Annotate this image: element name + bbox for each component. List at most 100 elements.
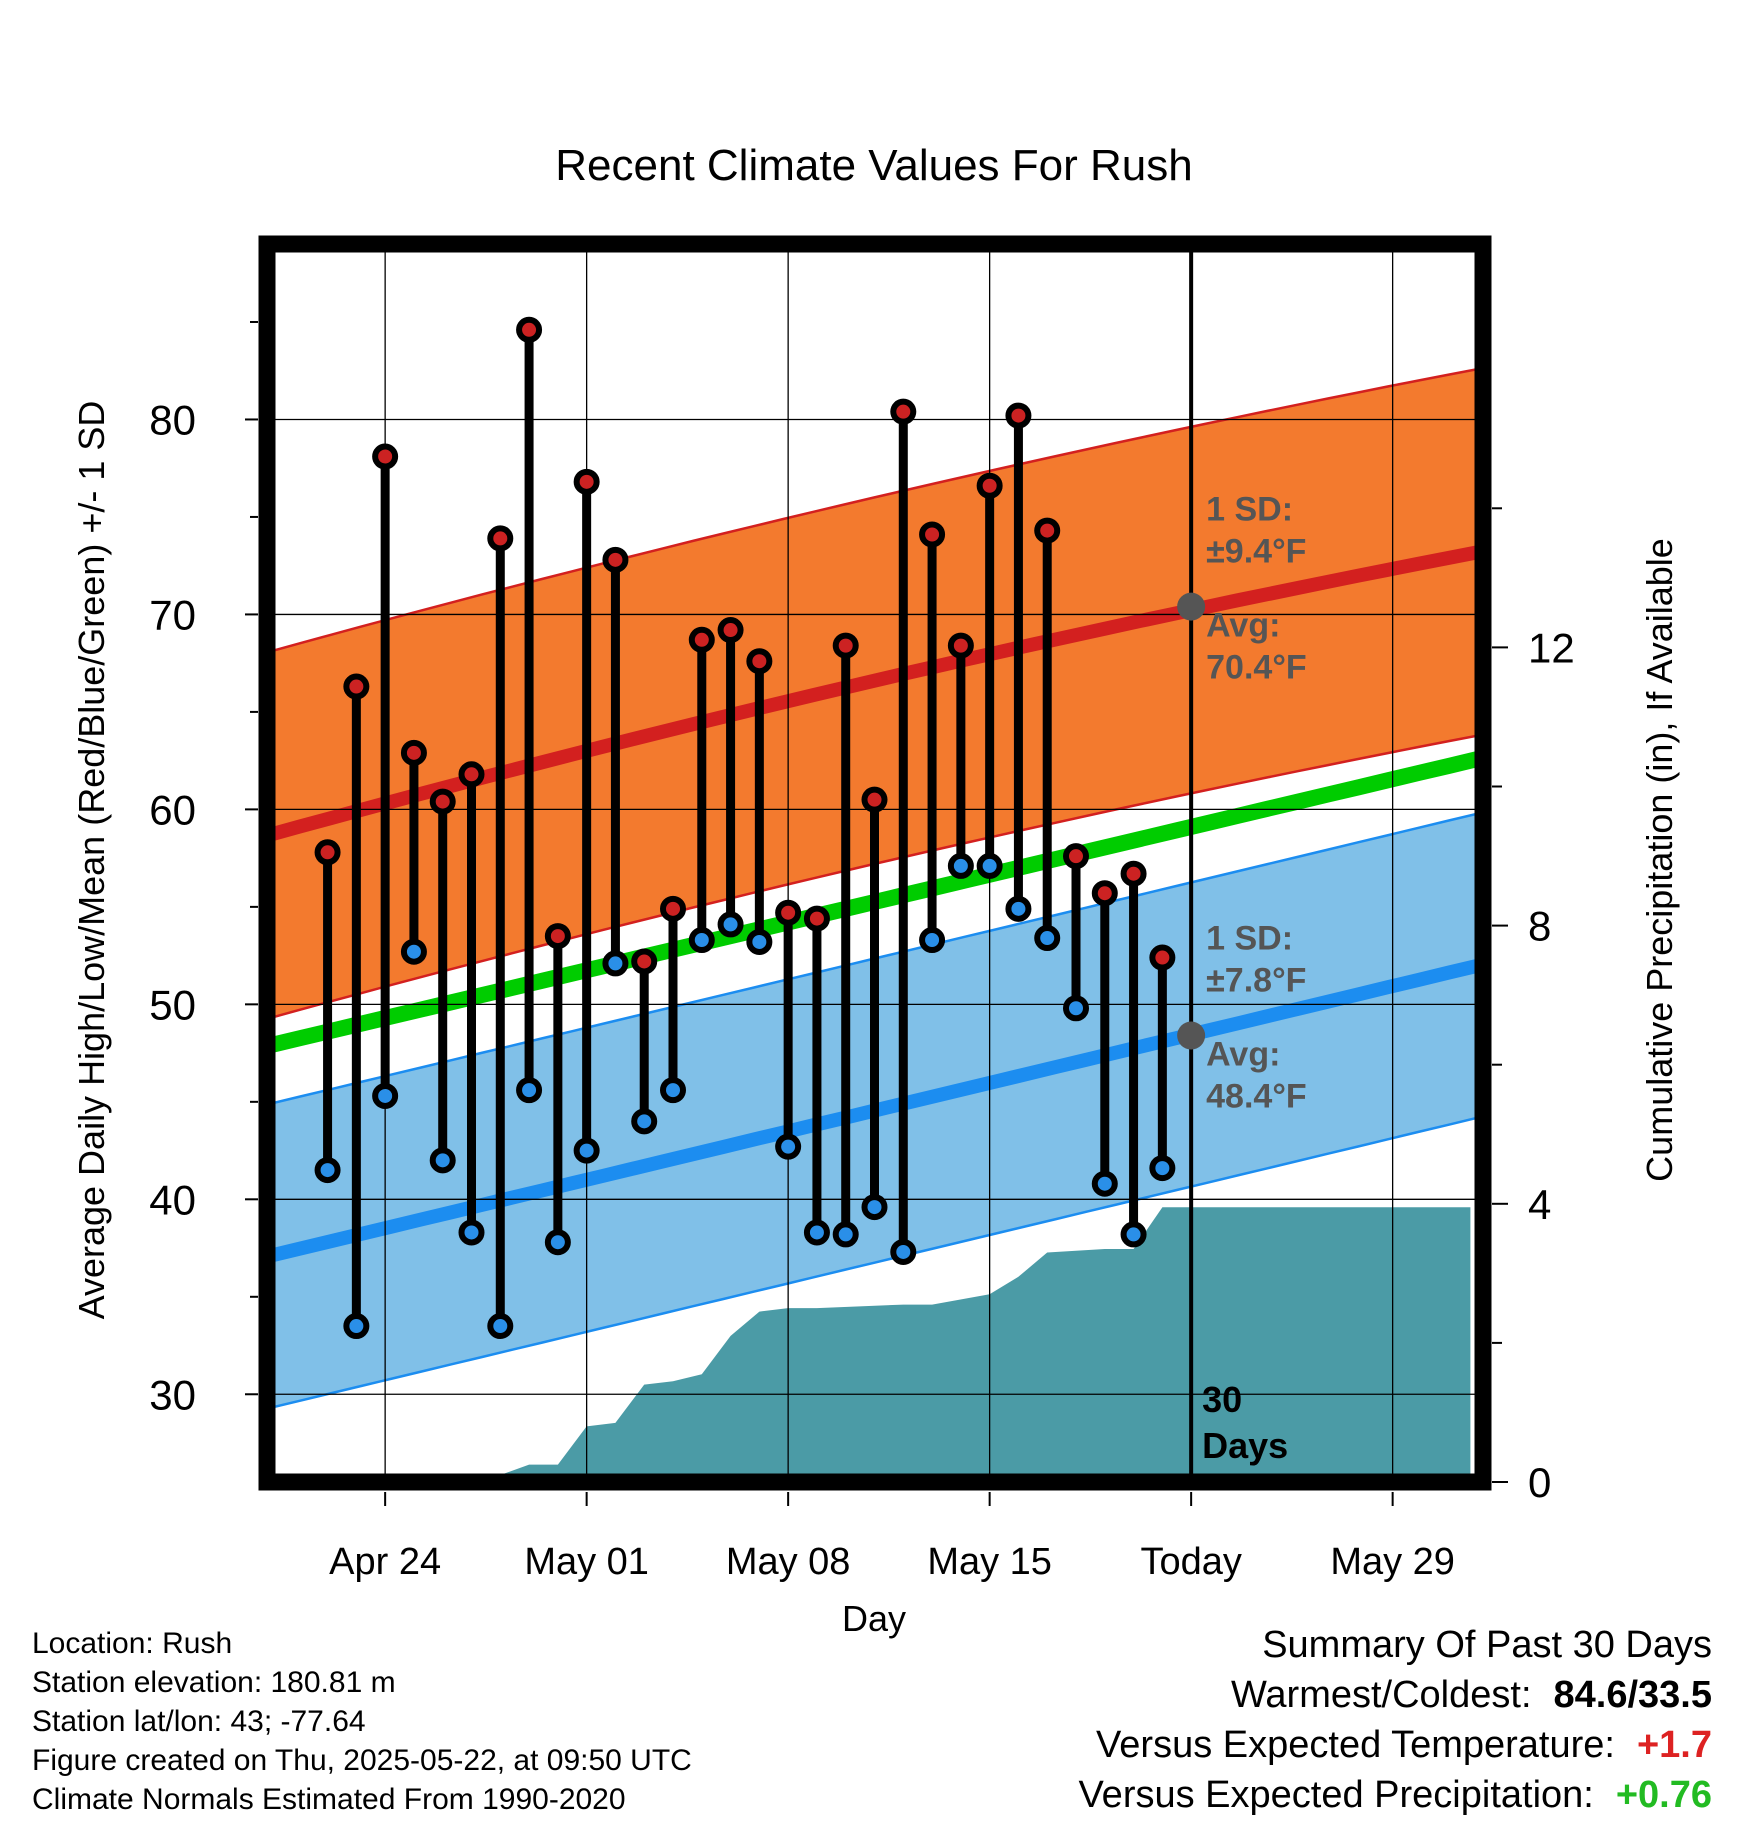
- precip-label: Versus Expected Precipitation:: [1078, 1774, 1594, 1816]
- y-tick-label: 80: [149, 396, 196, 443]
- low-avg-label: Avg:: [1206, 1036, 1280, 1074]
- high-point: [343, 673, 370, 700]
- daily-observations: [314, 316, 1176, 1340]
- warm-cold-label: Warmest/Coldest:: [1230, 1674, 1532, 1716]
- high-point: [544, 923, 571, 950]
- low-point: [660, 1077, 686, 1104]
- low-point: [890, 1238, 917, 1265]
- high-point: [429, 788, 456, 815]
- y2-axis-label: Cumulative Precipitation (in), If Availa…: [1639, 538, 1680, 1182]
- x-tick-label: May 08: [726, 1541, 851, 1583]
- high-point: [717, 617, 744, 644]
- station-info: Location: Rush Station elevation: 180.81…: [32, 1624, 692, 1819]
- high-point: [1005, 402, 1032, 429]
- low-point: [1034, 925, 1061, 952]
- low-point: [1063, 995, 1089, 1022]
- high-point: [919, 521, 946, 548]
- high-point: [602, 546, 629, 573]
- plot-area: 1 SD: ±9.4°F Avg: 70.4°F 1 SD: ±7.8°F Avg: 48.4…: [270, 244, 1479, 1482]
- low-sd-label: 1 SD:: [1206, 920, 1293, 958]
- high-point: [573, 468, 600, 495]
- high-point: [660, 895, 686, 922]
- high-point: [947, 632, 974, 659]
- high-point: [861, 786, 888, 813]
- created-text: Figure created on Thu, 2025-05-22, at 09…: [32, 1744, 692, 1777]
- low-point: [631, 1108, 658, 1135]
- high-point: [487, 525, 514, 552]
- high-avg-label: Avg:: [1206, 607, 1280, 645]
- x-tick-label: Today: [1140, 1541, 1241, 1583]
- x-tick-label: May 01: [524, 1541, 649, 1583]
- low-point: [919, 927, 946, 954]
- location-text: Location: Rush: [32, 1627, 233, 1660]
- high-point: [1120, 860, 1147, 887]
- y2-tick-label: 0: [1528, 1459, 1551, 1506]
- axes: 30 40 50 60 70 80 0 4 8 12 Apr 24 May 01 May 08 May 1…: [149, 235, 1575, 1583]
- low-point: [1005, 895, 1032, 922]
- low-point: [458, 1219, 485, 1246]
- high-point: [1034, 517, 1061, 544]
- high-sd-band: [270, 368, 1479, 1018]
- low-point: [775, 1133, 802, 1160]
- high-sd-label: 1 SD:: [1206, 491, 1293, 529]
- today-high-normal-marker: [1177, 592, 1206, 621]
- high-point: [1149, 944, 1176, 971]
- high-sd-upper-edge: [270, 367, 1479, 653]
- temp-value: +1.7: [1636, 1724, 1712, 1766]
- low-point: [1120, 1221, 1147, 1248]
- high-point: [688, 626, 715, 653]
- y-axis-label: Average Daily High/Low/Mean (Red/Blue/Gr…: [71, 401, 112, 1320]
- high-point: [372, 443, 399, 470]
- low-point: [429, 1147, 456, 1174]
- low-point: [976, 852, 1003, 879]
- high-point: [314, 839, 341, 866]
- high-point: [458, 761, 485, 788]
- low-point: [746, 928, 773, 955]
- low-sd-lower-edge: [270, 1116, 1479, 1410]
- summary-panel: Summary Of Past 30 Days Warmest/Coldest:…: [1078, 1620, 1712, 1820]
- temp-label: Versus Expected Temperature:: [1096, 1724, 1615, 1766]
- high-point: [890, 398, 917, 425]
- high-point: [1063, 843, 1089, 870]
- precip-area: [327, 1207, 1471, 1482]
- low-point: [343, 1313, 370, 1340]
- summary-temp-row: Versus Expected Temperature: +1.7: [1078, 1720, 1712, 1770]
- latlon-text: Station lat/lon: 43; -77.64: [32, 1705, 366, 1738]
- summary-precip-row: Versus Expected Precipitation: +0.76: [1078, 1770, 1712, 1820]
- summary-title: Summary Of Past 30 Days: [1262, 1624, 1712, 1666]
- x-tick-label: May 29: [1330, 1541, 1455, 1583]
- y-tick-label: 50: [149, 981, 196, 1028]
- low-point: [372, 1082, 399, 1109]
- chart-title: Recent Climate Values For Rush: [555, 141, 1192, 190]
- high-point: [400, 739, 427, 766]
- low-avg-value: 48.4°F: [1206, 1078, 1307, 1116]
- high-point: [516, 316, 543, 343]
- low-point: [602, 950, 629, 977]
- high-point: [746, 648, 773, 675]
- precip-value: +0.76: [1615, 1774, 1712, 1816]
- low-point: [544, 1229, 571, 1256]
- low-point: [400, 938, 427, 965]
- high-point: [976, 472, 1003, 499]
- today-low-normal-marker: [1177, 1021, 1206, 1050]
- low-point: [314, 1157, 341, 1184]
- high-avg-value: 70.4°F: [1206, 649, 1307, 687]
- low-point: [861, 1194, 888, 1221]
- y2-tick-label: 4: [1528, 1181, 1551, 1228]
- low-point: [516, 1077, 543, 1104]
- x-axis-label: Day: [842, 1598, 906, 1639]
- x-tick-label: May 15: [927, 1541, 1052, 1583]
- y2-tick-label: 8: [1528, 903, 1551, 950]
- low-point: [487, 1313, 514, 1340]
- y-tick-label: 70: [149, 591, 196, 638]
- low-point: [717, 911, 744, 938]
- high-point: [1091, 880, 1118, 907]
- low-point: [573, 1137, 600, 1164]
- normals-period-text: Climate Normals Estimated From 1990-2020: [32, 1783, 626, 1816]
- y-tick-label: 40: [149, 1176, 196, 1223]
- x-tick-label: Apr 24: [329, 1541, 441, 1583]
- low-sd-value: ±7.8°F: [1206, 962, 1306, 1000]
- y2-tick-label: 12: [1528, 624, 1575, 671]
- summary-warm-cold-row: Warmest/Coldest: 84.6/33.5: [1078, 1670, 1712, 1720]
